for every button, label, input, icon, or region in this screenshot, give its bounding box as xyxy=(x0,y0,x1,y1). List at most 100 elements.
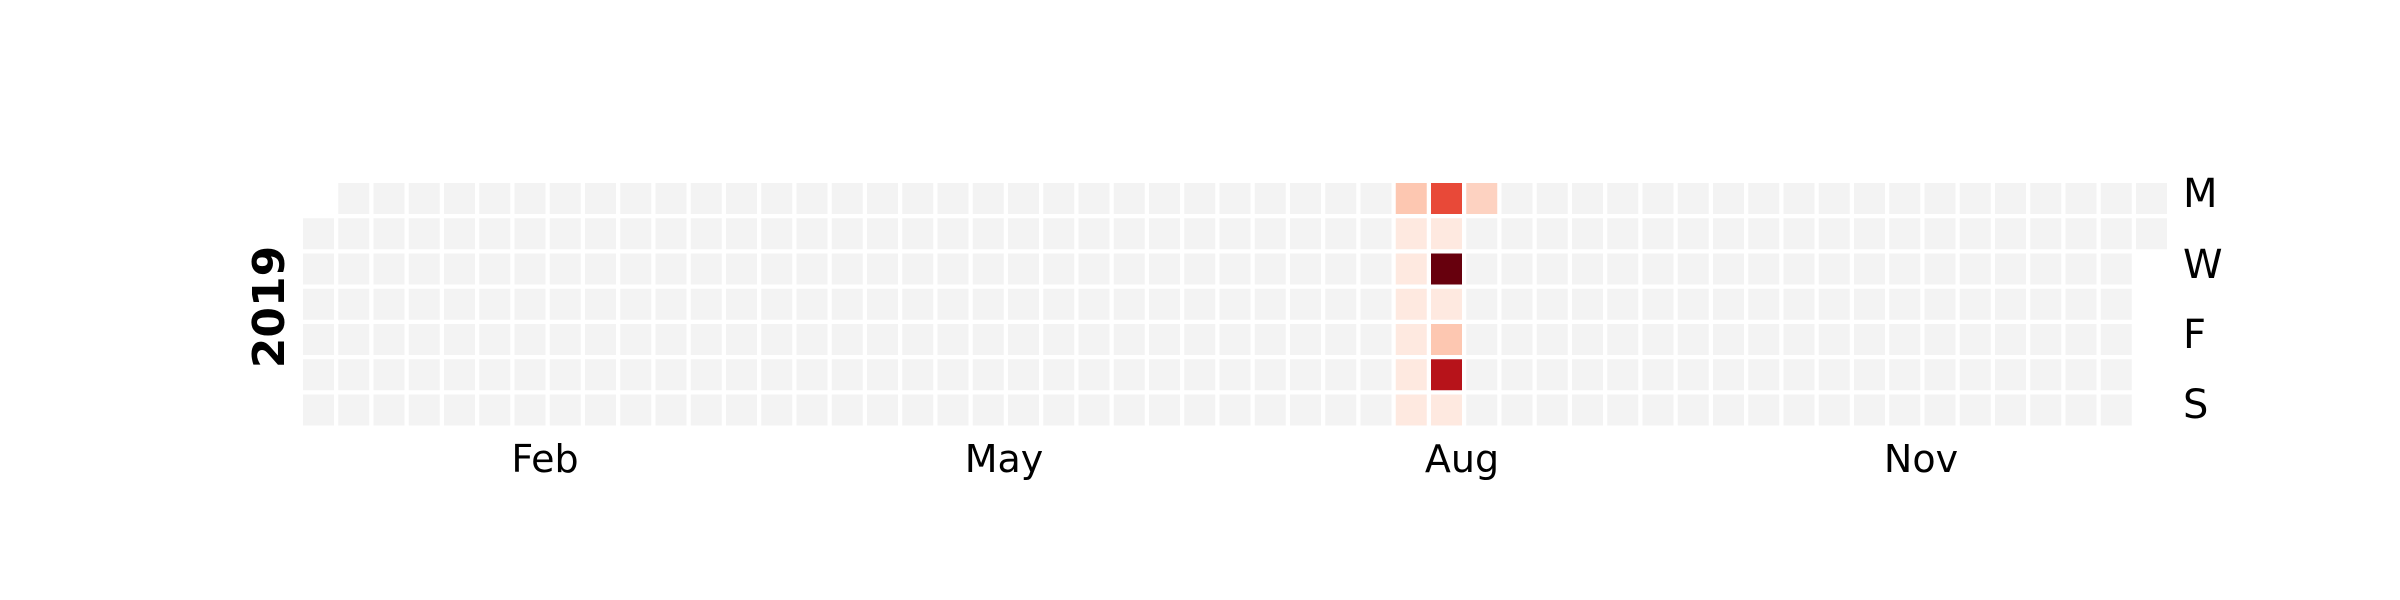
day-cell-2019-12-20 xyxy=(2065,324,2097,355)
day-cell-2019-02-02 xyxy=(444,359,475,391)
day-cell-2019-07-29 xyxy=(1360,183,1392,214)
day-cell-2019-01-01 xyxy=(303,218,334,250)
day-cell-2019-01-18 xyxy=(373,324,405,355)
day-cell-2019-10-27 xyxy=(1783,394,1815,426)
day-cell-2019-11-05 xyxy=(1854,218,1885,250)
day-cell-2019-09-27 xyxy=(1642,324,1674,355)
day-cell-2019-06-20 xyxy=(1149,288,1180,320)
day-cell-2019-03-01 xyxy=(585,324,616,355)
day-cell-2019-08-29 xyxy=(1501,288,1533,320)
day-cell-2019-12-28 xyxy=(2100,359,2132,391)
day-cell-2019-12-13 xyxy=(2030,324,2062,355)
day-cell-2019-10-04 xyxy=(1677,324,1709,355)
day-cell-2019-10-26 xyxy=(1783,359,1815,391)
day-cell-2019-01-24 xyxy=(408,288,440,320)
day-cell-2019-11-10 xyxy=(1854,394,1885,426)
day-cell-2019-12-19 xyxy=(2065,288,2097,320)
day-cell-2019-08-28 xyxy=(1501,253,1533,285)
day-cell-2019-07-01 xyxy=(1219,183,1251,214)
day-cell-2019-10-24 xyxy=(1783,288,1815,320)
day-cell-2019-02-22 xyxy=(549,324,581,355)
day-cell-2019-09-17 xyxy=(1607,218,1639,250)
day-cell-2019-10-28 xyxy=(1818,183,1850,214)
day-label-m: M xyxy=(2183,171,2218,217)
day-cell-2019-12-24 xyxy=(2100,218,2132,250)
day-cell-2019-01-16 xyxy=(373,253,405,285)
day-cell-2019-04-03 xyxy=(761,253,793,285)
day-cell-2019-04-11 xyxy=(796,288,828,320)
day-cell-2019-09-13 xyxy=(1572,324,1603,355)
day-cell-2019-12-27 xyxy=(2100,324,2132,355)
day-cell-2019-04-08 xyxy=(796,183,828,214)
day-cell-2019-06-05 xyxy=(1078,253,1110,285)
day-cell-2019-07-06 xyxy=(1219,359,1251,391)
day-cell-2019-07-04 xyxy=(1219,288,1251,320)
day-cell-2019-12-22 xyxy=(2065,394,2097,426)
day-cell-2019-07-08 xyxy=(1254,183,1286,214)
day-cell-2019-08-06 xyxy=(1395,218,1427,250)
day-cell-2019-05-12 xyxy=(937,394,969,426)
day-cell-2019-06-09 xyxy=(1078,394,1110,426)
day-cell-2019-07-17 xyxy=(1290,253,1321,285)
day-cell-2019-07-10 xyxy=(1254,253,1286,285)
day-cell-2019-04-29 xyxy=(902,183,934,214)
day-cell-2019-06-25 xyxy=(1184,218,1216,250)
day-cell-2019-07-14 xyxy=(1254,394,1286,426)
day-cell-2019-04-04 xyxy=(761,288,793,320)
day-cell-2019-03-10 xyxy=(620,394,652,426)
day-cell-2019-08-18 xyxy=(1431,394,1462,426)
day-cell-2019-03-19 xyxy=(690,218,722,250)
day-cell-2019-03-23 xyxy=(690,359,722,391)
day-cell-2019-08-05 xyxy=(1395,183,1427,214)
day-cell-2019-09-11 xyxy=(1572,253,1603,285)
day-cell-2019-03-09 xyxy=(620,359,652,391)
day-cell-2019-01-02 xyxy=(303,253,334,285)
day-cell-2019-11-21 xyxy=(1924,288,1956,320)
day-cell-2019-07-07 xyxy=(1219,394,1251,426)
day-cell-2019-10-30 xyxy=(1818,253,1850,285)
day-cell-2019-04-26 xyxy=(867,324,898,355)
day-cell-2019-08-30 xyxy=(1501,324,1533,355)
day-cell-2019-09-21 xyxy=(1607,359,1639,391)
day-cell-2019-01-20 xyxy=(373,394,405,426)
day-cell-2019-04-16 xyxy=(831,218,863,250)
day-cell-2019-07-28 xyxy=(1325,394,1357,426)
day-cell-2019-10-13 xyxy=(1713,394,1744,426)
day-cell-2019-09-03 xyxy=(1536,218,1568,250)
day-cell-2019-05-10 xyxy=(937,324,969,355)
day-cell-2019-10-06 xyxy=(1677,394,1709,426)
day-cell-2019-03-08 xyxy=(620,324,652,355)
day-cell-2019-04-07 xyxy=(761,394,793,426)
day-cell-2019-06-12 xyxy=(1113,253,1145,285)
day-cell-2019-06-07 xyxy=(1078,324,1110,355)
day-cell-2019-07-09 xyxy=(1254,218,1286,250)
day-cell-2019-11-09 xyxy=(1854,359,1885,391)
day-cell-2019-02-06 xyxy=(479,253,511,285)
day-cell-2019-05-07 xyxy=(937,218,969,250)
day-cell-2019-09-07 xyxy=(1536,359,1568,391)
day-cell-2019-11-14 xyxy=(1889,288,1921,320)
day-cell-2019-04-24 xyxy=(867,253,898,285)
day-cell-2019-10-29 xyxy=(1818,218,1850,250)
day-cell-2019-03-27 xyxy=(726,253,757,285)
day-cell-2019-02-20 xyxy=(549,253,581,285)
day-cell-2019-12-14 xyxy=(2030,359,2062,391)
day-cell-2019-01-29 xyxy=(444,218,475,250)
day-cell-2019-01-13 xyxy=(338,394,370,426)
day-cell-2019-11-18 xyxy=(1924,183,1956,214)
day-cell-2019-12-04 xyxy=(1995,253,2026,285)
day-cell-2019-08-26 xyxy=(1501,183,1533,214)
day-cell-2019-04-05 xyxy=(761,324,793,355)
day-cell-2019-11-20 xyxy=(1924,253,1956,285)
month-label-may: May xyxy=(965,437,1044,481)
day-cell-2019-01-17 xyxy=(373,288,405,320)
day-cell-2019-11-27 xyxy=(1959,253,1991,285)
day-cell-2019-04-21 xyxy=(831,394,863,426)
day-cell-2019-08-16 xyxy=(1431,324,1462,355)
day-cell-2019-09-23 xyxy=(1642,183,1674,214)
day-cell-2019-09-09 xyxy=(1572,183,1603,214)
day-cell-2019-02-16 xyxy=(514,359,546,391)
day-cell-2019-01-27 xyxy=(408,394,440,426)
day-cell-2019-12-16 xyxy=(2065,183,2097,214)
